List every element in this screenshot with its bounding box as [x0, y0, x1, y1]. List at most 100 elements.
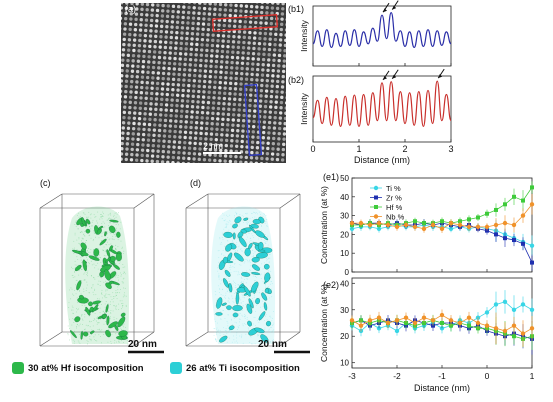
- lattice-atom: [250, 72, 254, 77]
- lattice-atom: [190, 105, 195, 109]
- atom-point: [229, 269, 231, 271]
- lattice-atom: [210, 116, 215, 121]
- atom-point: [103, 222, 105, 224]
- lattice-atom: [134, 17, 138, 22]
- lattice-atom: [195, 115, 199, 120]
- e-data-point: [394, 224, 400, 230]
- atom-point: [260, 278, 262, 280]
- atom-point: [115, 232, 116, 234]
- atom-point: [89, 338, 91, 340]
- atom-point: [247, 296, 249, 298]
- lattice-atom: [242, 35, 246, 40]
- lattice-atom: [146, 138, 151, 142]
- e-data-point: [467, 323, 471, 328]
- lattice-atom: [268, 37, 272, 41]
- atom-point: [97, 322, 99, 324]
- atom-point: [89, 214, 91, 216]
- atom-point: [224, 268, 226, 270]
- lattice-atom: [191, 26, 195, 31]
- atom-point: [227, 301, 229, 303]
- atom-point: [97, 283, 99, 285]
- atom-point: [101, 235, 103, 237]
- lattice-atom: [253, 104, 257, 108]
- atom-point: [218, 275, 220, 277]
- lattice-atom: [277, 64, 281, 68]
- lattice-atom: [164, 103, 169, 107]
- atom-point: [255, 212, 257, 214]
- atom-point: [122, 278, 124, 280]
- lattice-atom: [261, 130, 266, 135]
- atom-point: [84, 272, 86, 274]
- lattice-atom: [273, 43, 277, 47]
- lattice-atom: [161, 82, 165, 86]
- atom-point: [248, 329, 250, 331]
- lattice-atom: [171, 150, 176, 155]
- atom-point: [219, 243, 221, 245]
- atom-point: [100, 281, 102, 282]
- lattice-atom: [154, 102, 158, 106]
- lattice-atom: [256, 140, 260, 145]
- atom-point: [94, 319, 96, 321]
- atom-point: [86, 303, 88, 304]
- e-ytick-label: 10: [340, 249, 349, 258]
- atom-point: [76, 323, 78, 325]
- atom-point: [219, 238, 221, 240]
- atom-point: [127, 343, 129, 345]
- atom-point: [231, 324, 233, 325]
- lattice-atom: [196, 16, 201, 21]
- atom-point: [224, 251, 226, 253]
- atom-point: [123, 250, 125, 252]
- lattice-atom: [182, 67, 187, 72]
- atom-point: [236, 332, 238, 334]
- lattice-atom: [125, 3, 129, 5]
- lattice-atom: [221, 34, 226, 38]
- atom-point: [117, 291, 119, 293]
- lattice-atom: [137, 43, 142, 48]
- isosurface-blob: [219, 335, 228, 343]
- lattice-atom: [126, 126, 131, 131]
- isosurface-blob: [113, 264, 120, 270]
- lattice-atom: [263, 110, 267, 114]
- atom-point: [217, 285, 219, 287]
- atom-point: [94, 288, 96, 290]
- lattice-atom: [199, 136, 203, 141]
- lattice-atom: [145, 3, 150, 7]
- e-data-point: [358, 323, 364, 328]
- lattice-atom: [252, 119, 256, 124]
- atom-point: [233, 318, 235, 320]
- lattice-atom: [228, 86, 232, 91]
- atom-point: [71, 288, 73, 290]
- atom-point: [99, 307, 101, 309]
- panel-label-c: (c): [40, 178, 51, 188]
- lattice-atom: [214, 59, 219, 64]
- e-data-point: [511, 222, 517, 228]
- lattice-atom: [130, 152, 134, 157]
- lattice-atom: [266, 136, 271, 140]
- lattice-atom: [201, 100, 205, 104]
- lattice-atom: [247, 41, 251, 45]
- atom-point: [271, 320, 273, 322]
- e-data-point: [394, 318, 400, 323]
- atom-point: [92, 283, 94, 285]
- lattice-atom: [216, 39, 220, 43]
- lattice-atom: [207, 85, 212, 89]
- atom-point: [226, 221, 228, 223]
- lattice-atom: [221, 112, 225, 116]
- lattice-atom: [245, 145, 249, 149]
- e-ytick-label: 40: [340, 279, 349, 288]
- lattice-atom: [278, 48, 282, 52]
- atom-point: [108, 239, 110, 241]
- lattice-atom: [142, 54, 146, 59]
- lattice-atom: [123, 22, 128, 26]
- atom-point: [272, 324, 274, 326]
- lattice-atom: [150, 91, 154, 96]
- isosurface-blob: [232, 305, 243, 312]
- atom-point: [250, 240, 252, 241]
- e-xtick-label: 0: [485, 371, 490, 381]
- e-data-point: [530, 185, 534, 190]
- atom-point: [232, 280, 234, 282]
- lattice-atom: [221, 107, 226, 111]
- lattice-atom: [213, 3, 218, 6]
- lattice-atom: [259, 21, 263, 25]
- lattice-atom: [134, 158, 139, 162]
